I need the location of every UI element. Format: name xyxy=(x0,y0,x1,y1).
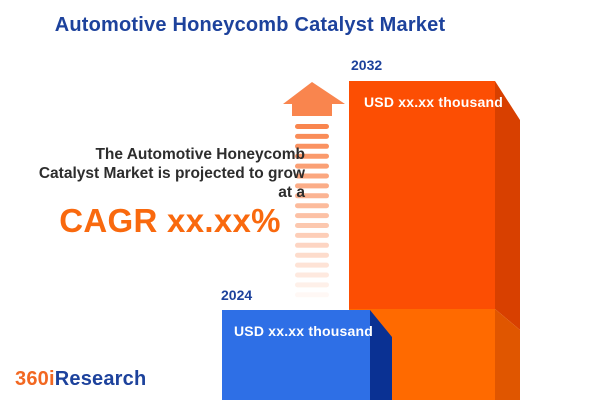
logo-suffix: Research xyxy=(54,368,147,390)
description-line-2: Catalyst Market is projected to grow xyxy=(38,165,305,182)
bar-2032-side-bottom xyxy=(495,309,520,400)
brand-logo: 360iResearch xyxy=(15,368,146,391)
bar-2024 xyxy=(222,310,392,400)
arrow-stripes xyxy=(295,124,329,298)
year-label-2032: 2032 xyxy=(351,57,383,73)
page-title: Automotive Honeycomb Catalyst Market xyxy=(54,14,446,36)
year-label-2024: 2024 xyxy=(221,287,253,303)
bar-2032-value-label: USD xx.xx thousand xyxy=(364,94,503,110)
bar-2024-front xyxy=(222,310,370,400)
bar-2024-side xyxy=(370,310,392,400)
market-description: The Automotive Honeycomb Catalyst Market… xyxy=(39,145,305,202)
arrow-head xyxy=(283,82,345,116)
description-line-3: at a xyxy=(278,184,305,201)
growth-up-arrow-icon xyxy=(283,82,345,298)
bar-2024-value-label: USD xx.xx thousand xyxy=(234,323,373,339)
cagr-highlight: CAGR xx.xx% xyxy=(59,202,281,239)
description-line-1: The Automotive Honeycomb xyxy=(95,146,305,163)
bar-2032-front-top xyxy=(349,81,495,309)
logo-prefix: 360i xyxy=(15,368,55,390)
bar-2032-side-top xyxy=(495,81,520,330)
